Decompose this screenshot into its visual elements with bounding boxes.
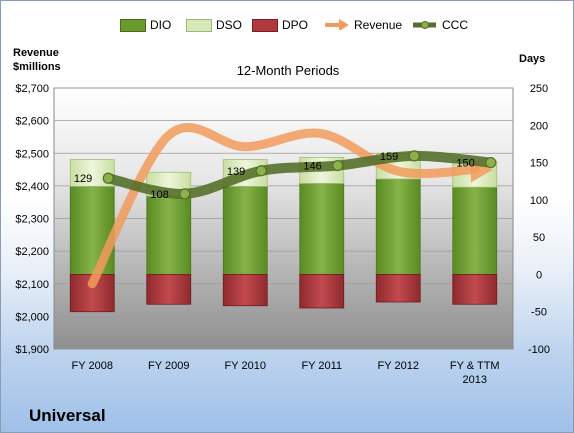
category-label: FY 2009 [148,360,189,372]
left-axis-title: Revenue $millions [13,46,61,74]
legend-label-dio: DIO [150,18,172,32]
right-tick-label: 0 [536,269,542,281]
chart-subtitle: 12-Month Periods [236,63,340,78]
left-axis-title-line1: Revenue [13,47,59,59]
category-label: FY & TTM [450,360,500,372]
ccc-data-label: 108 [150,189,168,201]
ccc-data-label: 139 [227,166,245,178]
legend-label-dpo: DPO [282,18,309,32]
left-axis-title-line2: $millions [13,61,61,73]
legend-label-revenue: Revenue [354,18,403,32]
legend-label-ccc: CCC [442,18,468,32]
ccc-line [103,150,496,199]
legend-swatch-revenue [325,19,348,30]
legend-swatch-dpo [252,19,278,32]
ccc-point [102,172,114,184]
right-tick-label: 100 [530,195,548,207]
bar-dio [69,186,115,275]
ccc-data-label: 146 [303,161,321,173]
category-label: FY 2011 [301,360,342,372]
left-tick-label: $2,000 [15,311,49,323]
bar-dio [222,186,268,275]
bar-dpo [222,274,268,307]
left-tick-label: $2,400 [15,181,49,193]
left-tick-label: $2,700 [15,83,49,95]
ccc-point [332,159,344,172]
right-tick-label: -100 [528,344,550,356]
legend: DIO DSO DPO Revenue CCC [1,15,573,35]
legend-swatch-dso [186,19,212,32]
bar-dpo [452,274,498,305]
bar-dio [375,178,421,275]
left-tick-label: $2,600 [15,116,49,128]
ccc-data-label: 129 [74,173,92,185]
left-tick-label: $2,200 [15,246,49,258]
ccc-point [485,156,497,169]
bar-dio [452,186,498,275]
bar-dpo [375,274,421,303]
category-label: FY 2008 [72,360,113,372]
right-axis-title: Days [519,53,546,65]
ccc-point [408,150,420,162]
revenue-line [87,123,480,289]
right-tick-label: 200 [530,120,548,132]
bar-dpo [146,274,192,305]
ccc-point [255,165,267,177]
right-tick-label: 250 [530,83,548,95]
left-tick-label: $2,300 [15,214,49,226]
category-label: FY 2010 [225,360,266,372]
bar-dpo [299,274,345,309]
bar-dio [299,183,345,275]
left-tick-label: $2,500 [15,148,49,160]
right-tick-label: 50 [533,232,545,244]
right-tick-label: 150 [530,158,548,170]
company-name: Universal [29,406,106,425]
bar-dio [146,195,192,275]
right-tick-label: -50 [531,307,547,319]
left-tick-label: $1,900 [15,344,49,356]
ccc-data-label: 150 [456,158,474,170]
category-label: FY 2012 [378,360,419,372]
category-label: 2013 [463,374,487,386]
legend-label-dso: DSO [216,18,243,32]
ccc-data-label: 159 [380,151,398,163]
legend-swatch-ccc [413,21,436,29]
legend-swatch-dio [120,19,146,32]
left-tick-label: $2,100 [15,279,49,291]
ccc-point [179,188,191,200]
